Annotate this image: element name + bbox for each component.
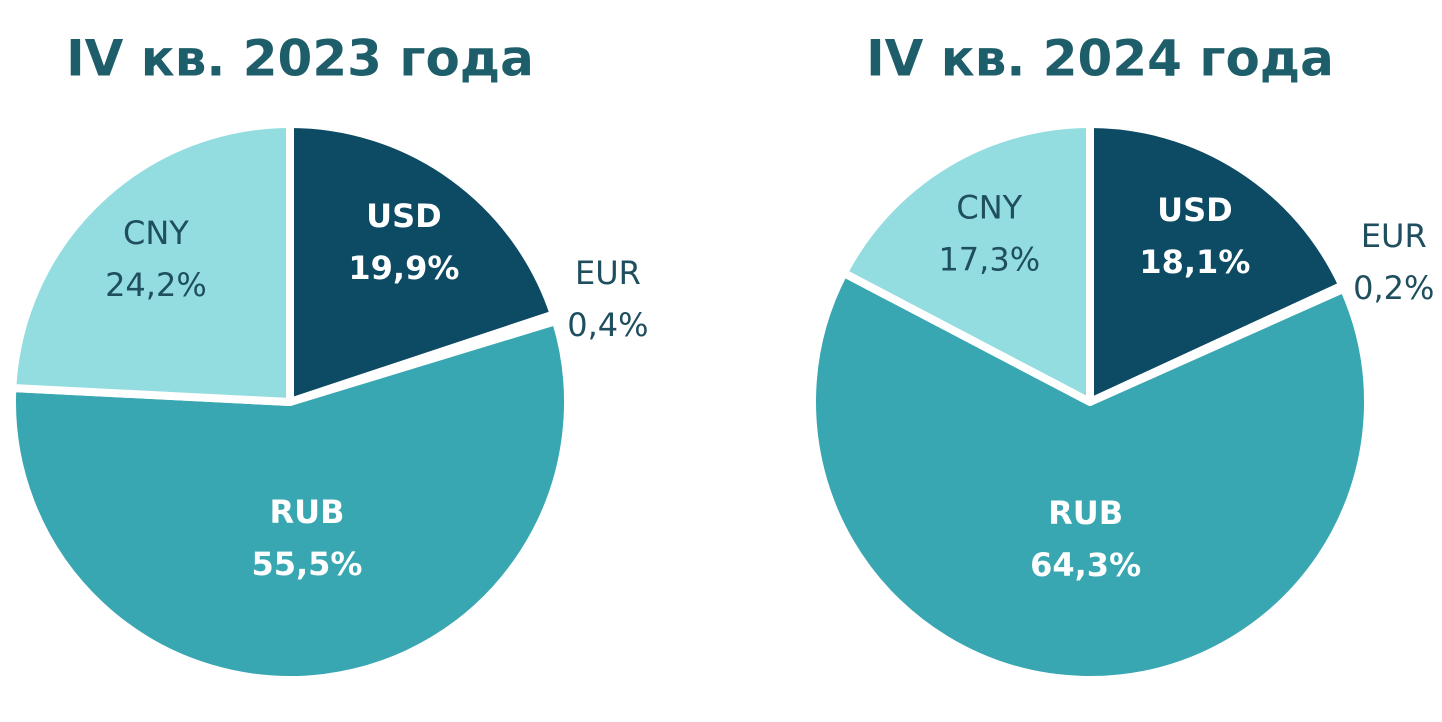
slice-value-label: 19,9% (348, 249, 459, 287)
slice-category: EUR (1361, 217, 1427, 255)
pie-slice (8, 120, 294, 406)
pie-slice (1086, 120, 1347, 406)
pie-slice (839, 120, 1094, 406)
slice-value-label: 18,1% (1139, 243, 1250, 281)
pie-slice (808, 268, 1372, 684)
pie-slice (8, 317, 572, 684)
slice-category: USD (366, 197, 442, 235)
slice-value-label: 17,3% (938, 240, 1040, 278)
slice-category: USD (1157, 191, 1233, 229)
slice-category: RUB (269, 493, 344, 531)
slice-category: EUR (575, 254, 641, 292)
chart-title: IV кв. 2024 года (866, 30, 1334, 88)
slice-value-label: 0,2% (1353, 269, 1434, 307)
slice-category: CNY (123, 214, 189, 252)
slice-value-label: 24,2% (105, 266, 207, 304)
chart-title: IV кв. 2023 года (66, 30, 534, 88)
slice-value-label: 55,5% (251, 545, 362, 583)
slice-category: RUB (1048, 494, 1123, 532)
slice-value-label: 0,4% (567, 306, 648, 344)
slice-category: CNY (956, 188, 1022, 226)
slice-value-label: 64,3% (1030, 546, 1141, 584)
